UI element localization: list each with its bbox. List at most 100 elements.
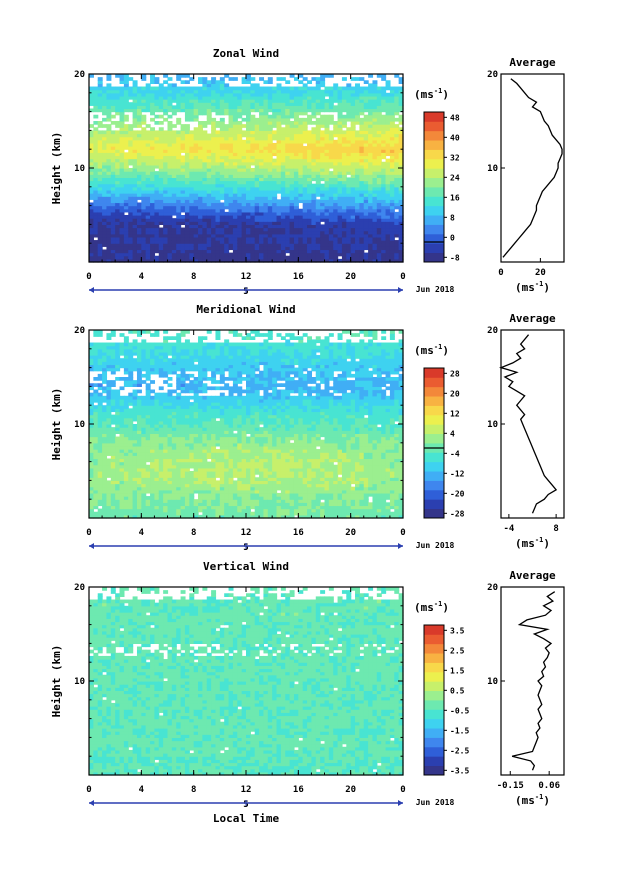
average-profile: 20 10 -4 8(ms-1) [487,326,565,550]
colorbar-band [424,452,444,463]
vertical-wind-ylabel: Height (km) [50,645,63,718]
y-tick-label: 10 [74,164,85,174]
colorbar: 3.5 2.5 1.5 0.5 -0.5 -1.5 -2.5 -3.5 (ms-1) [414,600,469,776]
colorbar-band [424,746,444,757]
colorbar-band [424,625,444,635]
meridional-wind-panel: Meridional Wind Height (km) Jun 2018 5 A… [50,303,565,553]
x-tick-label: 0 [86,785,91,795]
colorbar-band [424,205,444,216]
x-tick-label: 4 [139,785,145,795]
colorbar-band [424,121,444,132]
colorbar-tick-label: 0 [450,233,455,242]
colorbar-tick-label: 28 [450,369,460,378]
colorbar-unit: (ms-1) [414,600,449,614]
average-profile: 20 10 -0.15 0.06 (ms-1) [487,583,565,807]
x-tick-label: 0 [400,272,405,282]
colorbar-band [424,643,444,654]
vertical-wind-panel: Vertical Wind Height (km) Jun 2018 5 Ave… [50,560,565,825]
colorbar-band [424,489,444,500]
colorbar: 48 40 32 24 16 8 0 -8 (ms-1) [414,87,460,263]
colorbar-band [424,728,444,738]
meridional-wind-date-label: Jun 2018 [416,541,455,550]
colorbar: 28 20 12 4 -4 -12 -20 -28 (ms-1) [414,343,465,519]
heatmap-field [89,74,404,263]
vertical-wind-title: Vertical Wind [203,560,289,573]
x-tick-label: 8 [191,272,196,282]
colorbar-band [424,424,444,435]
colorbar-tick-label: -20 [450,489,465,498]
colorbar-tick-label: -1.5 [450,726,469,735]
colorbar-band [424,653,444,663]
colorbar-band [424,700,444,710]
colorbar-tick-label: 24 [450,173,460,182]
vertical-wind-xlabel: Local Time [213,812,280,825]
colorbar-band [424,196,444,207]
profile-x-tick-label: -4 [503,524,514,534]
meridional-wind-profile-title: Average [509,312,556,325]
colorbar-band [424,215,444,225]
colorbar-band [424,386,444,397]
x-tick-label: 20 [345,785,356,795]
colorbar-band [424,149,444,160]
colorbar-band [424,252,444,263]
colorbar-band [424,690,444,701]
y-tick-label: 20 [74,326,85,336]
colorbar-tick-label: -28 [450,509,465,518]
zonal-wind-title: Zonal Wind [213,47,279,60]
profile-x-tick-label: 0 [498,268,503,278]
vertical-wind-profile-title: Average [509,569,556,582]
vertical-wind-date-label: Jun 2018 [416,798,455,807]
colorbar-band [424,130,444,141]
profile-frame [500,73,565,263]
x-tick-label: 8 [191,785,196,795]
x-tick-label: 0 [400,528,405,538]
y-tick-label: 10 [74,677,85,687]
colorbar-tick-label: -2.5 [450,746,469,755]
profile-frame [500,329,565,519]
meridional-wind-title: Meridional Wind [196,303,295,316]
colorbar-tick-label: 3.5 [450,626,465,635]
colorbar-band [424,499,444,510]
colorbar-unit: (ms-1) [414,87,449,101]
colorbar-band [424,224,444,235]
profile-y-tick-label: 10 [487,164,498,174]
profile-x-tick-label: 20 [535,268,546,278]
x-tick-label: 12 [241,528,252,538]
y-tick-label: 20 [74,70,85,80]
heatmap-field [89,330,404,519]
profile-y-tick-label: 10 [487,420,498,430]
colorbar-band [424,471,444,481]
colorbar-unit: (ms-1) [414,343,449,357]
colorbar-band [424,414,444,425]
colorbar-tick-label: -0.5 [450,706,469,715]
colorbar-tick-label: 8 [450,213,455,222]
colorbar-band [424,405,444,416]
x-tick-label: 20 [345,528,356,538]
profile-y-tick-label: 20 [487,326,498,336]
profile-line [511,591,556,771]
meridional-wind-ylabel: Height (km) [50,388,63,461]
colorbar-band [424,177,444,188]
profile-unit: (ms-1) [515,536,550,550]
colorbar-band [424,377,444,388]
x-tick-label: 12 [241,272,252,282]
x-tick-label: 0 [400,785,405,795]
profile-y-tick-label: 10 [487,677,498,687]
colorbar-band [424,243,444,254]
profile-y-tick-label: 20 [487,583,498,593]
y-tick-label: 20 [74,583,85,593]
colorbar-band [424,508,444,519]
colorbar-band [424,368,444,378]
colorbar-band [424,461,444,472]
x-tick-label: 4 [139,528,145,538]
colorbar-band [424,396,444,406]
heatmap-field [89,587,404,776]
x-tick-label: 8 [191,528,196,538]
zonal-wind-date-label: Jun 2018 [416,285,455,294]
colorbar-band [424,187,444,197]
colorbar-tick-label: 0.5 [450,686,465,695]
x-tick-label: 4 [139,272,145,282]
profile-line [499,334,558,514]
x-tick-label: 20 [345,272,356,282]
